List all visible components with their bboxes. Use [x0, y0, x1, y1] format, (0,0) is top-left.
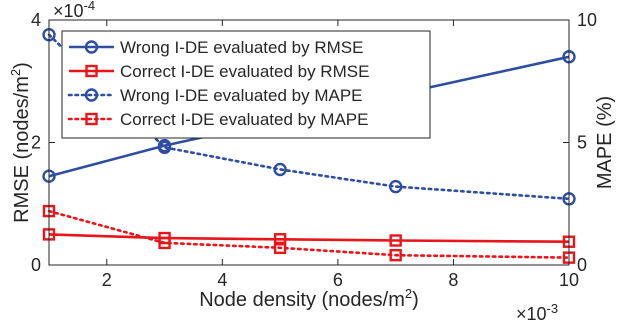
- data-point: [273, 241, 287, 255]
- y-right-axis-label: MAPE (%): [594, 96, 616, 189]
- y-exponent-label: ×10-4: [53, 0, 95, 21]
- legend-marker: [85, 64, 98, 78]
- legend-marker: [84, 40, 99, 54]
- x-tick-label: 2: [102, 270, 112, 290]
- series-4: [42, 204, 576, 264]
- x-tick-label: 4: [217, 270, 227, 290]
- y-right-tick-label: 10: [577, 10, 597, 30]
- legend-label: Wrong I-DE evaluated by MAPE: [120, 86, 363, 105]
- legend-label: Correct I-DE evaluated by MAPE: [120, 110, 368, 129]
- legend-marker: [84, 88, 99, 102]
- y-right-tick-label: 0: [577, 255, 587, 275]
- x-axis-label: Node density (nodes/m2): [199, 286, 419, 311]
- x-exponent-label: ×10-3: [516, 301, 558, 324]
- legend-box: [61, 30, 431, 139]
- x-tick-label: 6: [333, 270, 343, 290]
- x-tick-label: 8: [448, 270, 458, 290]
- data-point: [157, 140, 172, 155]
- y-left-tick-label: 2: [31, 133, 41, 153]
- data-point: [273, 233, 287, 246]
- data-point: [389, 234, 402, 247]
- series-line: [48, 55, 570, 178]
- series-line: [48, 233, 570, 243]
- data-point: [158, 236, 171, 250]
- legend-label: Correct I-DE evaluated by RMSE: [120, 62, 369, 81]
- legend-label: Wrong I-DE evaluated by RMSE: [120, 38, 363, 57]
- legend-layer: Wrong I-DE evaluated by RMSE Correct I-DE…: [61, 30, 431, 139]
- data-point: [273, 162, 287, 177]
- data-point: [389, 248, 402, 262]
- series-line: [47, 209, 571, 259]
- y-right-tick-label: 5: [577, 133, 587, 153]
- y-left-tick-label: 0: [31, 255, 41, 275]
- data-point: [388, 179, 403, 194]
- x-tick-label: 10: [559, 270, 579, 290]
- y-left-axis-label: RMSE (nodes/m2): [8, 62, 33, 223]
- legend-marker: [85, 112, 98, 126]
- y-left-tick-label: 4: [31, 10, 41, 30]
